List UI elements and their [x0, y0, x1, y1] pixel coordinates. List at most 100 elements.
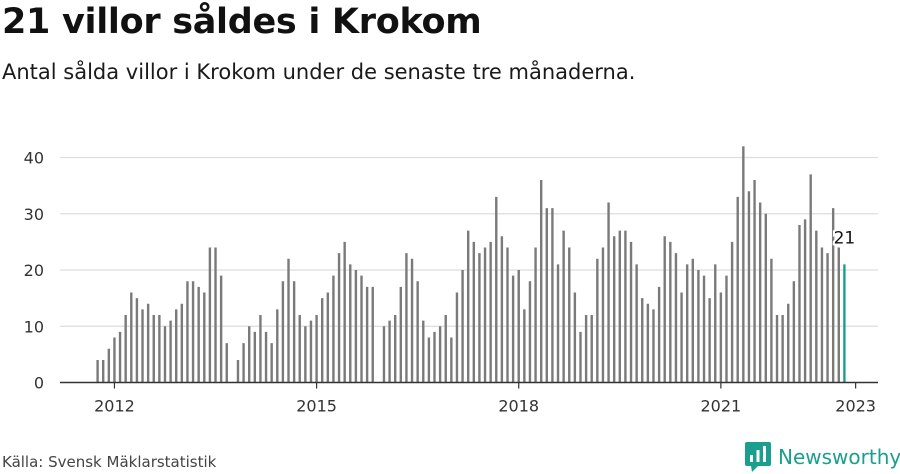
bar [365, 286, 369, 383]
bar [798, 225, 801, 383]
bar [466, 230, 470, 383]
bar [607, 202, 610, 383]
bar [495, 196, 498, 383]
bar [730, 241, 734, 383]
bar [635, 264, 638, 383]
bar [152, 315, 155, 383]
bar [809, 174, 812, 383]
bar [663, 236, 666, 383]
bar [736, 196, 739, 383]
bar [450, 337, 453, 383]
bar [102, 360, 105, 383]
bar [826, 253, 829, 383]
bar [214, 247, 217, 383]
bar [725, 275, 728, 383]
bar [203, 292, 206, 383]
bar [669, 241, 672, 383]
bar [337, 253, 341, 383]
brand-name: Newsworthy [778, 445, 900, 469]
bar [556, 264, 560, 383]
bar [528, 281, 532, 383]
bar [753, 180, 756, 383]
bar [489, 241, 492, 383]
bar [141, 309, 144, 383]
bar [461, 270, 464, 383]
bar [236, 360, 240, 383]
bar [680, 292, 683, 383]
bar [590, 315, 593, 383]
bar [523, 309, 526, 383]
bar [124, 315, 127, 383]
bar [422, 320, 425, 383]
bar [781, 315, 784, 383]
bar [416, 281, 419, 383]
bar [433, 331, 436, 383]
bar [601, 247, 605, 383]
y-tick-label: 0 [34, 374, 44, 393]
bar [163, 326, 167, 383]
bar [511, 275, 515, 383]
bar [180, 303, 184, 383]
x-tick-label: 2023 [835, 397, 876, 416]
bar [343, 241, 346, 383]
bar [276, 309, 279, 383]
bar [197, 286, 200, 383]
bar [787, 303, 790, 383]
bar [702, 275, 706, 383]
bar [770, 258, 773, 383]
bar [130, 292, 133, 383]
bars [96, 146, 846, 383]
bar [309, 320, 313, 383]
data-labels: 21 [832, 226, 858, 250]
y-axis-ticks: 0 10 20 30 40 [24, 149, 44, 393]
bar [96, 360, 99, 383]
bar [354, 270, 358, 383]
bar [775, 315, 779, 383]
bar [629, 241, 633, 383]
bar [652, 309, 655, 383]
newsworthy-logo-icon [745, 442, 771, 472]
data-label-latest: 21 [834, 228, 856, 248]
bar [551, 208, 554, 383]
chart-title: 21 villor såldes i Krokom [2, 2, 482, 42]
bar [584, 315, 588, 383]
bar [427, 337, 431, 383]
bar [158, 315, 161, 383]
bar [248, 326, 251, 383]
bar [517, 270, 520, 383]
bar [624, 230, 627, 383]
bar [534, 247, 537, 383]
bar [657, 286, 661, 383]
bar [691, 258, 694, 383]
bar [135, 298, 139, 383]
bar [388, 320, 391, 383]
bar [674, 253, 678, 383]
x-tick-label: 2012 [94, 397, 135, 416]
bar [612, 236, 616, 383]
bar [360, 275, 363, 383]
bar [264, 331, 268, 383]
bar [371, 286, 374, 383]
bar [815, 230, 818, 383]
bar [281, 281, 285, 383]
bar [714, 264, 717, 383]
bar [792, 281, 796, 383]
bar [382, 326, 386, 383]
bar [315, 315, 318, 383]
y-tick-label: 20 [24, 261, 44, 280]
bar [444, 315, 447, 383]
bar [405, 253, 408, 383]
bar [394, 315, 397, 383]
bar [646, 303, 650, 383]
chart-subtitle: Antal sålda villor i Krokom under de sen… [2, 60, 636, 84]
x-tick-label: 2021 [701, 397, 742, 416]
bar [298, 315, 301, 383]
bar [831, 208, 835, 383]
bar [641, 298, 644, 383]
bar [500, 236, 504, 383]
bar [287, 258, 290, 383]
bar [113, 337, 116, 383]
bar [225, 343, 228, 383]
y-tick-label: 40 [24, 149, 44, 168]
bar [219, 275, 223, 383]
